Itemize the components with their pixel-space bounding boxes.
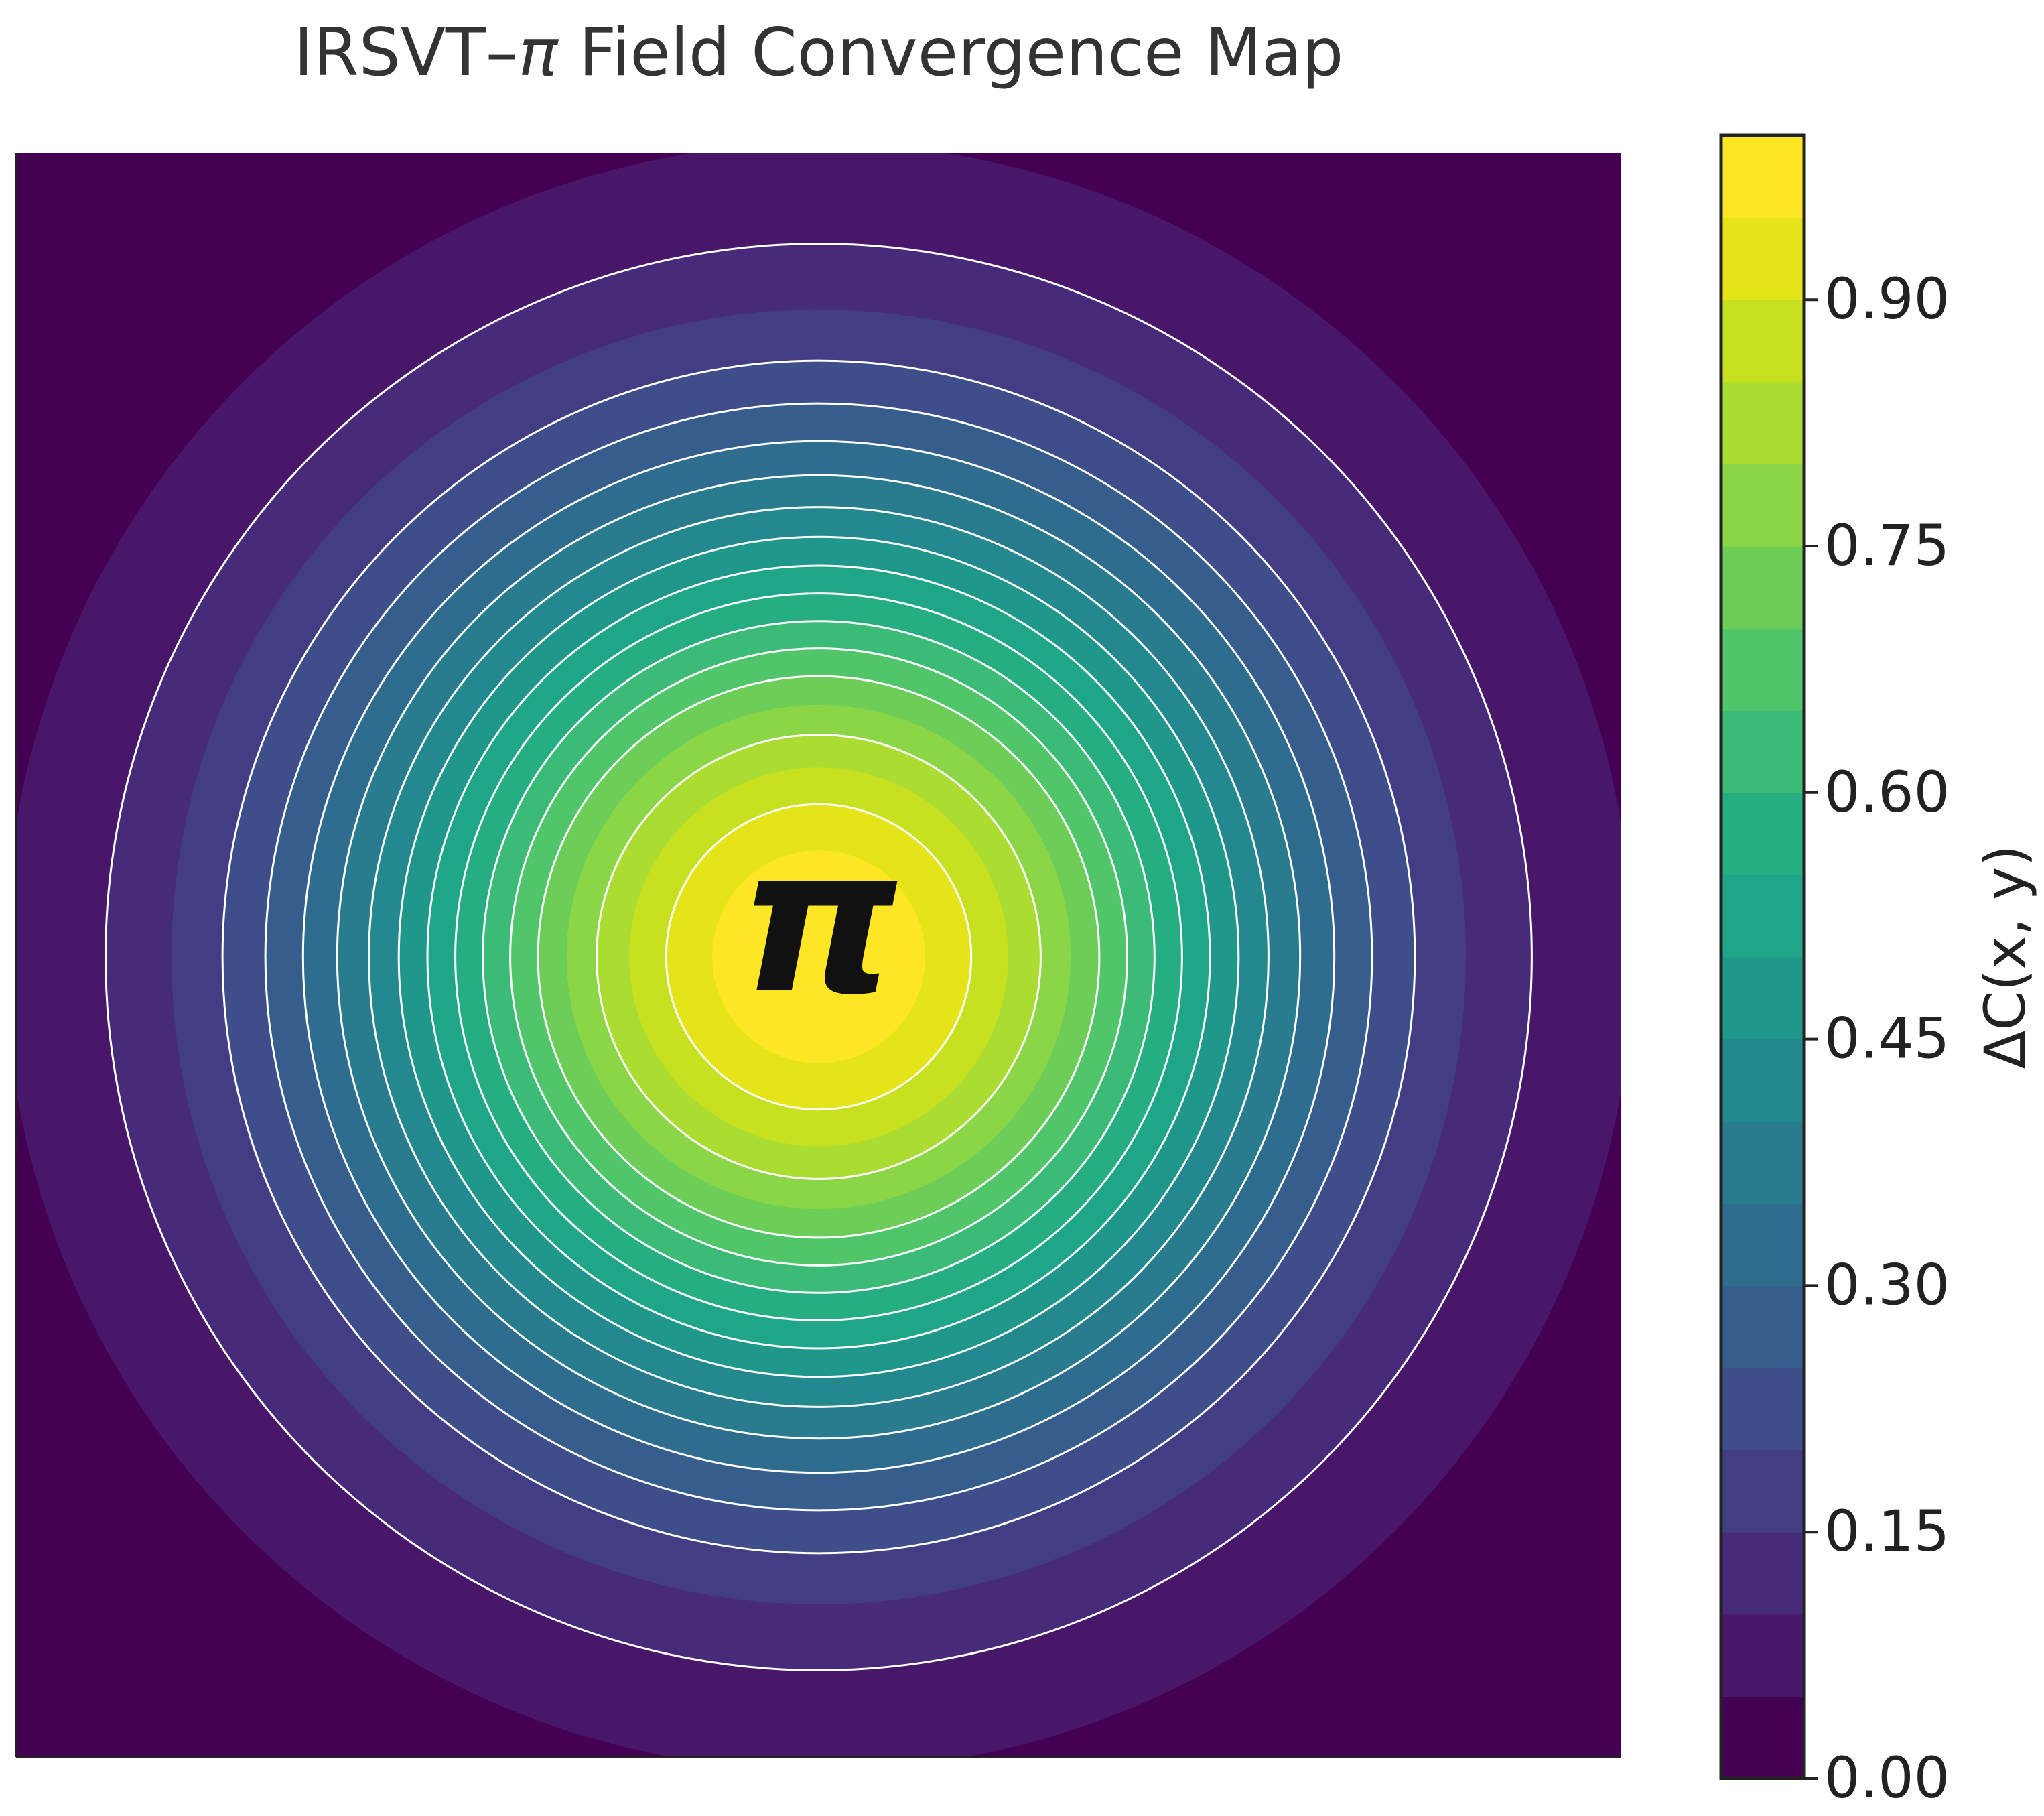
colorbar-tick-label: 0.45 bbox=[1824, 1006, 1950, 1072]
contour-line bbox=[264, 402, 1373, 1512]
colorbar-segments bbox=[1721, 135, 1804, 1779]
contour-band bbox=[712, 850, 925, 1063]
colorbar-tick-label: 0.90 bbox=[1824, 266, 1950, 332]
colorbar-segment bbox=[1721, 1449, 1804, 1533]
colorbar-segment bbox=[1721, 381, 1804, 464]
colorbar-segment bbox=[1721, 1203, 1804, 1286]
colorbar-segment bbox=[1721, 300, 1804, 383]
contour-line bbox=[105, 243, 1533, 1671]
colorbar-label: ΔC(x, y) bbox=[1972, 845, 2038, 1069]
contour-line bbox=[482, 620, 1156, 1294]
colorbar-segment bbox=[1721, 217, 1804, 300]
colorbar-tick-label: 0.00 bbox=[1824, 1745, 1950, 1811]
colorbar-segment bbox=[1721, 546, 1804, 629]
chart-title: IRSVT–π Field Convergence Map bbox=[294, 15, 1344, 91]
chart-title-suffix: Field Convergence Map bbox=[558, 15, 1344, 91]
contour-line bbox=[336, 474, 1302, 1440]
colorbar-segment bbox=[1721, 792, 1804, 875]
colorbar-segment bbox=[1721, 710, 1804, 793]
colorbar-segment bbox=[1721, 1696, 1804, 1779]
contour-line bbox=[221, 359, 1416, 1555]
contour-line bbox=[665, 803, 973, 1111]
contour-line bbox=[596, 734, 1042, 1180]
colorbar-segment bbox=[1721, 1285, 1804, 1368]
colorbar-segment bbox=[1721, 464, 1804, 547]
colorbar-tick-label: 0.30 bbox=[1824, 1252, 1950, 1317]
colorbar: 0.00 0.15 0.30 0.45 0.60 0.75 0.90 ΔC(x, y) bbox=[1719, 133, 2038, 1811]
colorbar-tick-label: 0.60 bbox=[1824, 759, 1950, 825]
contour-lines bbox=[105, 243, 1533, 1671]
plot-area bbox=[16, 153, 1621, 1757]
contour-line bbox=[537, 675, 1101, 1239]
chart-title-prefix: IRSVT– bbox=[294, 15, 519, 91]
colorbar-segment bbox=[1721, 1121, 1804, 1204]
colorbar-segment bbox=[1721, 1039, 1804, 1122]
colorbar-segment bbox=[1721, 628, 1804, 711]
colorbar-segment bbox=[1721, 874, 1804, 958]
chart-title-symbol: π bbox=[519, 15, 559, 91]
colorbar-ticks: 0.00 0.15 0.30 0.45 0.60 0.75 0.90 bbox=[1804, 266, 1950, 1811]
center-pi-label: π bbox=[739, 804, 899, 1038]
contour-line bbox=[301, 440, 1336, 1474]
contour-line bbox=[368, 506, 1270, 1408]
contour-line bbox=[397, 535, 1240, 1378]
colorbar-segment bbox=[1721, 957, 1804, 1040]
colorbar-frame bbox=[1719, 133, 1806, 1780]
contour-line bbox=[509, 647, 1128, 1267]
colorbar-segment bbox=[1721, 1368, 1804, 1451]
colorbar-segment bbox=[1721, 1614, 1804, 1697]
colorbar-segment bbox=[1721, 135, 1804, 218]
contour-line bbox=[426, 564, 1211, 1350]
colorbar-tick-label: 0.15 bbox=[1824, 1498, 1950, 1564]
contour-line bbox=[454, 592, 1183, 1321]
colorbar-segment bbox=[1721, 1532, 1804, 1615]
colorbar-tick-label: 0.75 bbox=[1824, 513, 1950, 578]
